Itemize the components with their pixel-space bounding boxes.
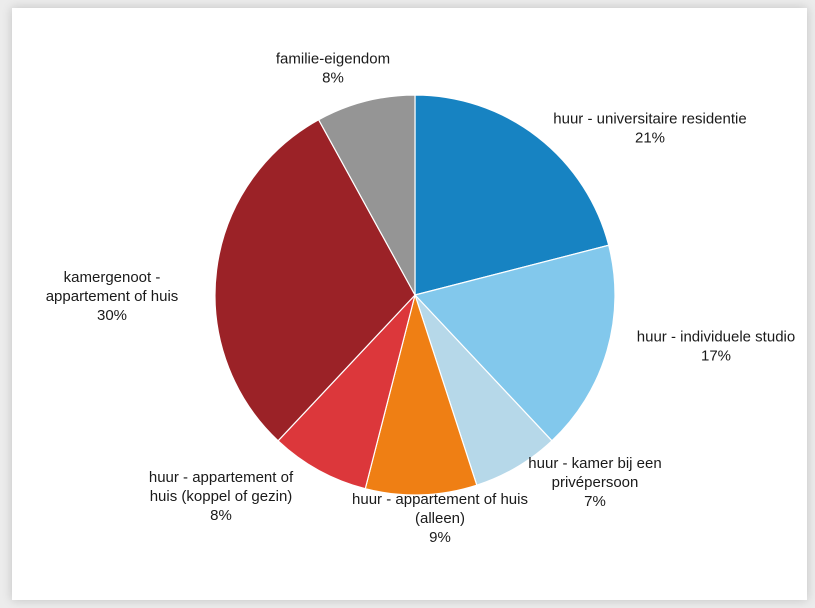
slice-category-label: huur - kamer bij een [528, 455, 661, 472]
slice-category-label: huur - individuele studio [637, 329, 795, 346]
slice-category-label: huis (koppel of gezin) [150, 488, 293, 505]
pie-slice-4 [277, 294, 416, 490]
slice-category-label: huur - appartement of [149, 469, 294, 486]
slice-value-label: 8% [322, 70, 344, 87]
slice-category-label: appartement of huis [46, 288, 179, 305]
slice-category-label: huur - universitaire residentie [553, 111, 746, 128]
slice-label-2: huur - kamer bij een privépersoon 7% [528, 455, 661, 510]
pie-slices [214, 94, 616, 496]
slice-value-label: 8% [210, 507, 232, 524]
slice-value-label: 17% [701, 348, 731, 365]
pie-labels: huur - universitaire residentie 21%huur -… [46, 51, 796, 547]
slice-category-label: familie-eigendom [276, 51, 390, 68]
slice-label-0: huur - universitaire residentie 21% [553, 111, 746, 147]
slice-label-5: kamergenoot - appartement of huis 30% [46, 269, 179, 324]
slice-label-1: huur - individuele studio 17% [637, 329, 795, 365]
slice-category-label: kamergenoot - [64, 269, 161, 286]
pie-slice-3 [364, 292, 478, 496]
slice-value-label: 30% [97, 307, 127, 324]
slice-value-label: 9% [429, 529, 451, 546]
pie-slice-5 [214, 118, 416, 442]
slice-category-label: privépersoon [552, 474, 639, 491]
pie-slice-6 [317, 94, 416, 296]
slice-value-label: 7% [584, 493, 606, 510]
slice-category-label: huur - appartement of huis [352, 491, 528, 508]
slice-label-6: familie-eigendom 8% [276, 51, 390, 87]
slice-category-label: (alleen) [415, 510, 465, 527]
slice-value-label: 21% [635, 130, 665, 147]
slice-label-4: huur - appartement of huis (koppel of gez… [149, 469, 294, 524]
pie-slice-0 [414, 94, 610, 296]
slice-label-3: huur - appartement of huis (alleen) 9% [352, 491, 528, 546]
pie-slice-1 [413, 244, 616, 442]
